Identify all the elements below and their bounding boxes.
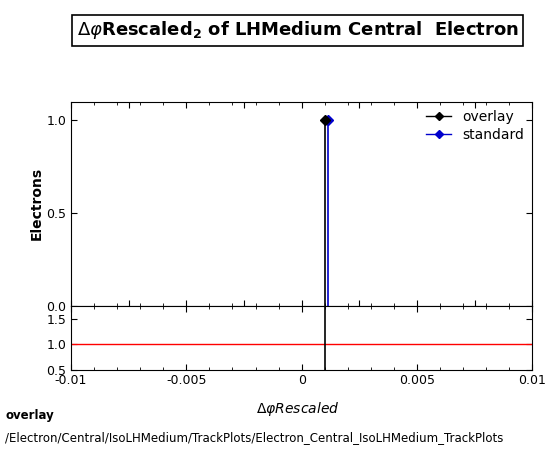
- Text: /Electron/Central/IsoLHMedium/TrackPlots/Electron_Central_IsoLHMedium_TrackPlots: /Electron/Central/IsoLHMedium/TrackPlots…: [5, 431, 504, 444]
- Legend: overlay, standard: overlay, standard: [420, 104, 530, 148]
- Text: overlay: overlay: [5, 409, 54, 422]
- Y-axis label: Electrons: Electrons: [29, 167, 43, 240]
- Text: $\Delta\varphi$Rescaled: $\Delta\varphi$Rescaled: [256, 400, 339, 418]
- Text: $\Delta\varphi$$\mathbf{Rescaled_2}$ of LHMedium Central  Electron: $\Delta\varphi$$\mathbf{Rescaled_2}$ of …: [76, 19, 519, 41]
